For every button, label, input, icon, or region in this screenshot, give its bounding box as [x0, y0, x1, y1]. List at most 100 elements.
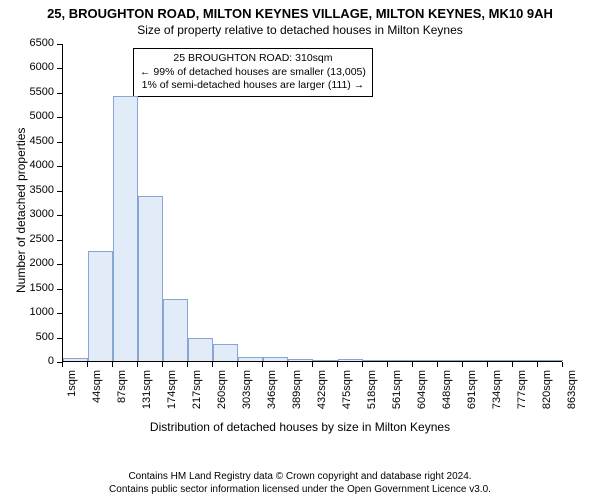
x-tick-label: 389sqm	[291, 370, 303, 420]
histogram-bar	[413, 360, 438, 361]
histogram-bar	[63, 358, 88, 361]
histogram-bar	[363, 360, 388, 361]
histogram-bar	[488, 360, 513, 361]
histogram-bar	[438, 360, 463, 361]
x-tick-label: 561sqm	[391, 370, 403, 420]
y-tick-mark	[57, 117, 62, 118]
x-tick-mark	[112, 362, 113, 367]
histogram-bar	[538, 360, 563, 361]
x-tick-mark	[512, 362, 513, 367]
x-tick-mark	[312, 362, 313, 367]
x-tick-label: 44sqm	[91, 370, 103, 420]
histogram-bar	[263, 357, 288, 361]
histogram-bar	[88, 251, 113, 361]
x-tick-label: 260sqm	[216, 370, 228, 420]
x-tick-label: 303sqm	[241, 370, 253, 420]
x-tick-mark	[237, 362, 238, 367]
x-tick-label: 648sqm	[441, 370, 453, 420]
x-tick-label: 475sqm	[341, 370, 353, 420]
x-tick-mark	[437, 362, 438, 367]
y-tick-label: 3000	[14, 208, 54, 220]
x-tick-mark	[337, 362, 338, 367]
x-tick-mark	[212, 362, 213, 367]
x-tick-label: 604sqm	[416, 370, 428, 420]
y-tick-mark	[57, 44, 62, 45]
x-tick-mark	[287, 362, 288, 367]
histogram-bar	[513, 360, 538, 361]
x-tick-mark	[162, 362, 163, 367]
x-tick-mark	[362, 362, 363, 367]
y-tick-label: 4500	[14, 135, 54, 147]
y-tick-mark	[57, 215, 62, 216]
y-tick-label: 3500	[14, 184, 54, 196]
histogram-bar	[463, 360, 488, 361]
chart-container: 25, BROUGHTON ROAD, MILTON KEYNES VILLAG…	[0, 0, 600, 500]
x-tick-mark	[412, 362, 413, 367]
footer: Contains HM Land Registry data © Crown c…	[0, 470, 600, 496]
y-tick-label: 5500	[14, 86, 54, 98]
histogram-bar	[138, 196, 163, 361]
x-tick-mark	[137, 362, 138, 367]
x-tick-label: 346sqm	[266, 370, 278, 420]
chart-title-line1: 25, BROUGHTON ROAD, MILTON KEYNES VILLAG…	[0, 6, 600, 21]
y-tick-mark	[57, 142, 62, 143]
x-tick-label: 863sqm	[566, 370, 578, 420]
y-tick-label: 1500	[14, 282, 54, 294]
y-tick-label: 2500	[14, 233, 54, 245]
y-tick-label: 0	[14, 355, 54, 367]
footer-line2: Contains public sector information licen…	[0, 483, 600, 496]
y-tick-mark	[57, 240, 62, 241]
x-tick-label: 131sqm	[141, 370, 153, 420]
histogram-bar	[163, 299, 188, 361]
histogram-bar	[313, 360, 338, 361]
x-tick-mark	[462, 362, 463, 367]
x-axis-label: Distribution of detached houses by size …	[0, 420, 600, 434]
y-tick-mark	[57, 264, 62, 265]
x-tick-label: 518sqm	[366, 370, 378, 420]
histogram-bar	[113, 96, 138, 361]
y-tick-mark	[57, 313, 62, 314]
y-tick-label: 5000	[14, 110, 54, 122]
y-tick-label: 2000	[14, 257, 54, 269]
y-tick-mark	[57, 191, 62, 192]
histogram-bar	[188, 338, 213, 361]
x-tick-label: 691sqm	[466, 370, 478, 420]
plot-area: 25 BROUGHTON ROAD: 310sqm ← 99% of detac…	[62, 44, 562, 362]
y-tick-label: 500	[14, 331, 54, 343]
histogram-bar	[288, 359, 313, 361]
annotation-line1: 25 BROUGHTON ROAD: 310sqm	[140, 52, 366, 66]
y-tick-label: 6000	[14, 61, 54, 73]
y-tick-mark	[57, 289, 62, 290]
y-tick-label: 1000	[14, 306, 54, 318]
annotation-line2: ← 99% of detached houses are smaller (13…	[140, 66, 366, 80]
x-tick-mark	[387, 362, 388, 367]
histogram-bar	[338, 359, 363, 361]
chart-title-block: 25, BROUGHTON ROAD, MILTON KEYNES VILLAG…	[0, 0, 600, 37]
y-tick-mark	[57, 338, 62, 339]
x-tick-label: 734sqm	[491, 370, 503, 420]
x-tick-label: 432sqm	[316, 370, 328, 420]
annotation-line3: 1% of semi-detached houses are larger (1…	[140, 79, 366, 93]
y-tick-mark	[57, 93, 62, 94]
x-tick-mark	[487, 362, 488, 367]
x-tick-mark	[87, 362, 88, 367]
y-tick-mark	[57, 68, 62, 69]
y-tick-mark	[57, 166, 62, 167]
footer-line1: Contains HM Land Registry data © Crown c…	[0, 470, 600, 483]
histogram-bar	[213, 344, 238, 361]
x-tick-label: 1sqm	[66, 370, 78, 420]
x-tick-mark	[562, 362, 563, 367]
x-tick-label: 777sqm	[516, 370, 528, 420]
x-tick-label: 87sqm	[116, 370, 128, 420]
chart-title-line2: Size of property relative to detached ho…	[0, 23, 600, 37]
histogram-bar	[388, 360, 413, 361]
x-tick-mark	[537, 362, 538, 367]
x-tick-label: 217sqm	[191, 370, 203, 420]
x-tick-label: 174sqm	[166, 370, 178, 420]
histogram-bar	[238, 357, 263, 361]
annotation-box: 25 BROUGHTON ROAD: 310sqm ← 99% of detac…	[133, 48, 373, 97]
x-tick-mark	[62, 362, 63, 367]
x-tick-label: 820sqm	[541, 370, 553, 420]
y-tick-label: 6500	[14, 37, 54, 49]
x-tick-mark	[262, 362, 263, 367]
